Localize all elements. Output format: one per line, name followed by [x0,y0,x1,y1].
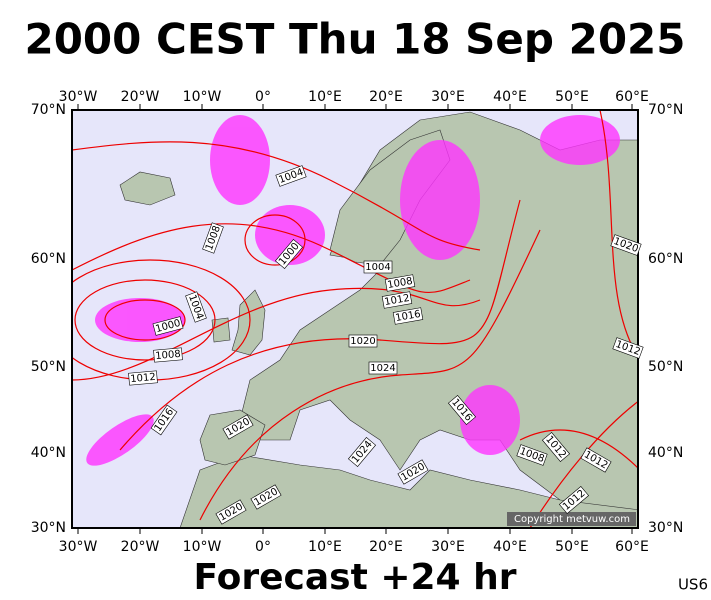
isobar-label-text: 1012 [130,372,156,385]
isobar-label-box [447,394,477,426]
isobar-label: 1004 [363,260,393,274]
isobar-label-text: 1020 [350,336,375,347]
isobar-label-box [275,165,307,187]
isobar-label-box [580,447,612,473]
isobar-label: 1020 [348,334,378,348]
lon-label-top: 20°W [121,89,160,105]
forecast-label: Forecast +24 hr [193,557,516,598]
isobar-label-text: 1016 [395,309,422,324]
isobar-label-box [612,337,644,359]
map-code: US6 [678,576,708,594]
isobar-label: 1016 [392,307,424,325]
isobar-label-text: 1024 [370,363,395,374]
isobar-label-box [347,436,377,468]
lat-label-left: 40°N [31,445,66,461]
lon-label-bottom: 20°W [121,539,160,555]
isobar-label-box [368,361,398,375]
isobar-label: 1012 [128,370,158,386]
isobar-label-text: 1004 [365,262,390,273]
isobar-label-text: 1012 [384,293,411,308]
isobar-label-box [274,238,304,270]
map-frame [71,109,639,529]
lon-label-top: 30°W [59,89,98,105]
copyright: Copyright metvuw.com [514,514,630,525]
lat-label-left: 60°N [31,251,66,267]
isobar-label-box [128,370,158,386]
lon-label-bottom: 60°E [615,539,649,555]
isobar-label: 1012 [381,291,413,309]
isobar-label-box [558,485,590,515]
lon-label-top: 20°E [369,89,403,105]
lat-label-right: 60°N [648,251,683,267]
lon-label-bottom: 0° [255,539,271,555]
isobar-label-box [381,291,413,309]
lon-label-bottom: 30°W [59,539,98,555]
lat-label-right: 40°N [648,445,683,461]
lon-label-bottom: 20°E [369,539,403,555]
isobar-label-box [185,291,207,323]
isobars [72,110,638,528]
lon-label-bottom: 10°E [308,539,342,555]
isobar-label-box [541,431,571,463]
isobar-label-box [202,222,224,254]
lon-label-top: 10°E [308,89,342,105]
isobar-label-box [250,484,282,510]
copyright-box [507,512,636,526]
lat-label-right: 70°N [648,102,683,118]
lat-label-left: 50°N [31,359,66,375]
isobar-label: 1008 [384,274,416,292]
map-area [72,110,638,528]
lat-label-right: 30°N [648,520,683,536]
isobar-label-text: 1008 [387,276,414,291]
title: 2000 CEST Thu 18 Sep 2025 [24,15,685,64]
isobar-label: 1008 [153,347,183,363]
isobar-label-box [363,260,393,274]
isobar-label: 1024 [368,361,398,375]
lat-label-left: 70°N [31,102,66,118]
isobar-label-box [397,459,429,485]
lon-label-bottom: 50°E [555,539,589,555]
isobar-label-box [153,347,183,363]
isobar-label-box [222,414,254,440]
lat-label-left: 30°N [31,520,66,536]
isobar-label-box [215,499,247,525]
isobar-label-box [392,307,424,325]
lon-label-top: 0° [255,89,271,105]
lon-label-top: 30°E [431,89,465,105]
isobar-label-box [516,444,548,466]
land [119,111,638,528]
lon-label-top: 40°E [493,89,527,105]
lon-label-top: 50°E [555,89,589,105]
isobar-label-text: 1008 [155,349,181,362]
lon-label-bottom: 40°E [493,539,527,555]
isobar-label-box [610,234,642,256]
isobar-label-box [150,404,178,436]
isobar-label-box [384,274,416,292]
lon-label-bottom: 30°E [431,539,465,555]
isobar-label-box [152,316,184,336]
lon-label-top: 60°E [615,89,649,105]
lon-label-top: 10°W [183,89,222,105]
lon-label-bottom: 10°W [183,539,222,555]
isobar-label-box [348,334,378,348]
lat-label-right: 50°N [648,359,683,375]
